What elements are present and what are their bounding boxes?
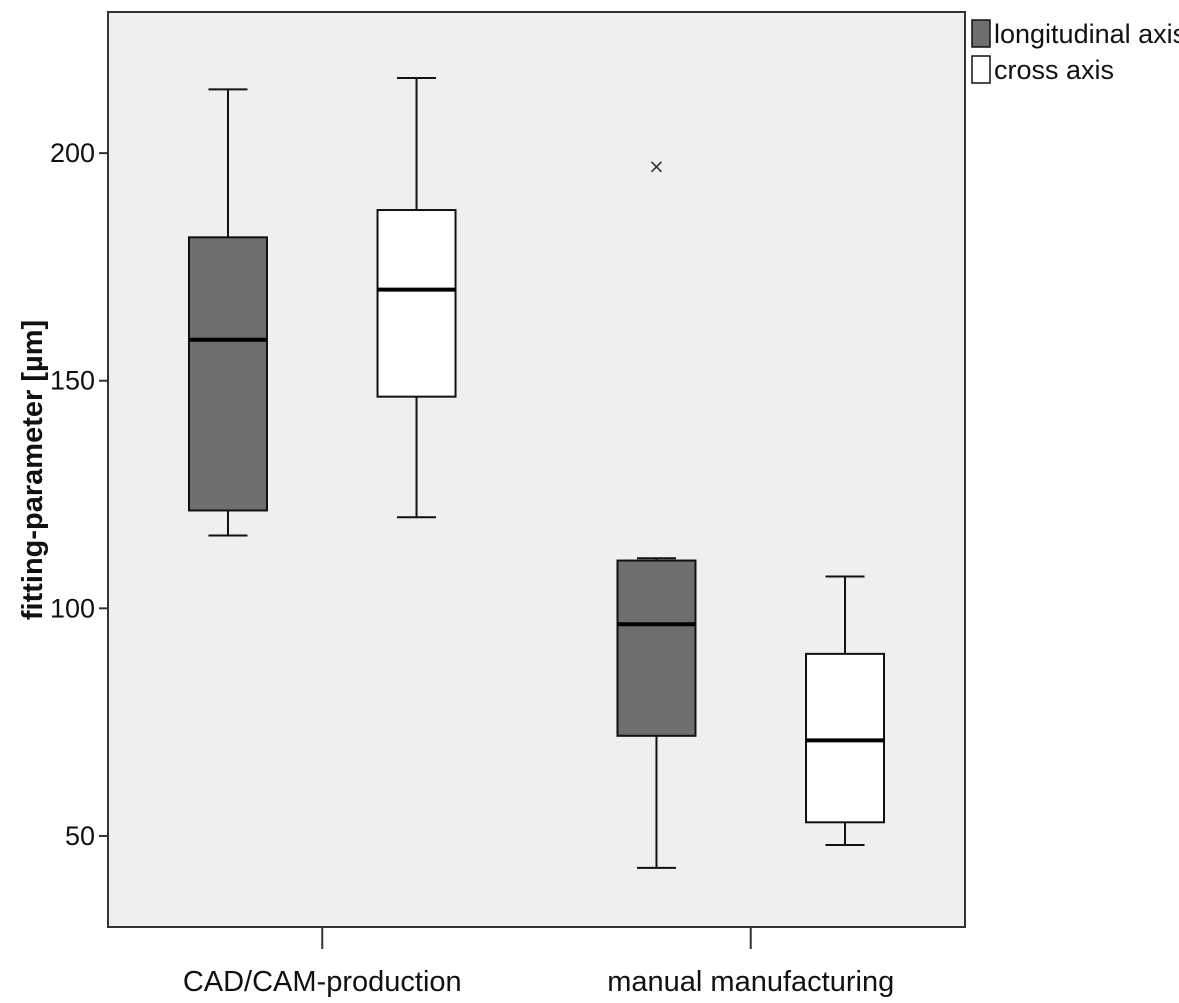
box-cross-1 bbox=[805, 575, 886, 847]
iqr-box bbox=[616, 559, 697, 737]
iqr-box bbox=[805, 652, 886, 824]
y-axis-title: fitting-parameter [µm] bbox=[17, 320, 49, 620]
legend-label: cross axis bbox=[994, 55, 1114, 85]
y-tick-label: 100 bbox=[50, 593, 95, 623]
box-longitudinal-1 bbox=[616, 161, 697, 869]
box-longitudinal-0 bbox=[187, 88, 268, 537]
legend-swatch bbox=[971, 55, 991, 84]
legend: longitudinal axis cross axis bbox=[971, 19, 1179, 85]
legend-label: longitudinal axis bbox=[994, 19, 1179, 49]
outlier-point bbox=[650, 161, 663, 173]
y-tick-label: 200 bbox=[50, 138, 95, 168]
legend-swatch bbox=[971, 19, 991, 48]
marks-layer bbox=[187, 77, 886, 869]
axes-layer: 50 100 150 200 CAD/CAM-production manual manu… bbox=[50, 138, 894, 998]
x-category-label: manual manufacturing bbox=[607, 966, 894, 998]
y-tick-label: 50 bbox=[65, 821, 95, 851]
outlier-stroke bbox=[650, 161, 663, 173]
y-tick-label: 150 bbox=[50, 366, 95, 396]
iqr-box bbox=[376, 209, 457, 398]
iqr-box bbox=[187, 236, 268, 512]
x-category-label: CAD/CAM-production bbox=[183, 966, 462, 998]
box-cross-0 bbox=[376, 77, 457, 519]
